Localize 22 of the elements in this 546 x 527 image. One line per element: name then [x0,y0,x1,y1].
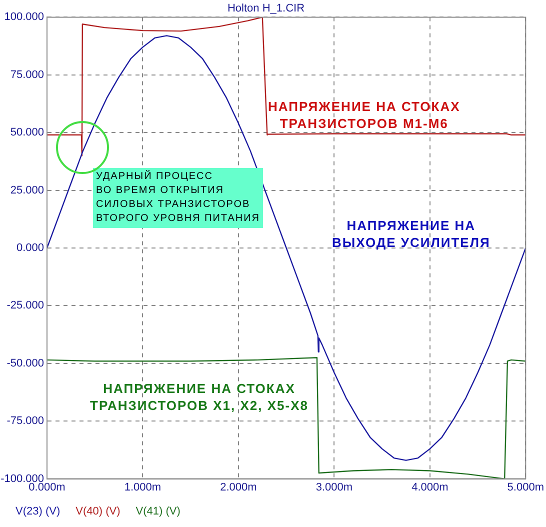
y-tick-label: -75.000 [6,415,44,428]
y-tick-label: 75.000 [10,68,44,81]
x-tick-label: 5.000m [507,481,544,494]
annotation: НАПРЯЖЕНИЕ НА ВЫХОДЕ УСИЛИТЕЛЯ [332,217,490,251]
annotation: УДАРНЫЙ ПРОЦЕСС ВО ВРЕМЯ ОТКРЫТИЯ СИЛОВЫХ ТРАНЗИСТОРОВ ВТОРОГО УРОВНЯ ПИТАНИЯ [93,168,264,228]
y-tick-label: -50.000 [6,357,44,370]
text: V(23) (V) [16,506,60,518]
annotation: НАПРЯЖЕНИЕ НА СТОКАХ ТРАНЗИСТОРОВ M1-M6 [268,98,460,132]
text: V(40) (V) [76,506,120,518]
y-tick-label: 50.000 [10,126,44,139]
y-tick-label: -25.000 [6,300,44,312]
x-tick-label: 3.000m [316,481,353,494]
annotation: НАПРЯЖЕНИЕ НА СТОКАХ ТРАНЗИСТОРОВ X1, X2, X5-X8 [90,380,309,414]
x-tick-label: 4.000m [412,481,448,494]
x-tick-label: 1.000m [124,481,162,494]
x-tick-label: 2.000m [220,481,257,494]
y-tick-label: 100.000 [4,11,44,24]
chart-title: Holton H_1.CIR [227,2,305,15]
x-tick-label: 0.000m [28,481,66,494]
y-tick-label: 0.000 [16,242,44,254]
y-tick-label: 25.000 [10,184,44,196]
text: V(41) (V) [136,506,180,518]
